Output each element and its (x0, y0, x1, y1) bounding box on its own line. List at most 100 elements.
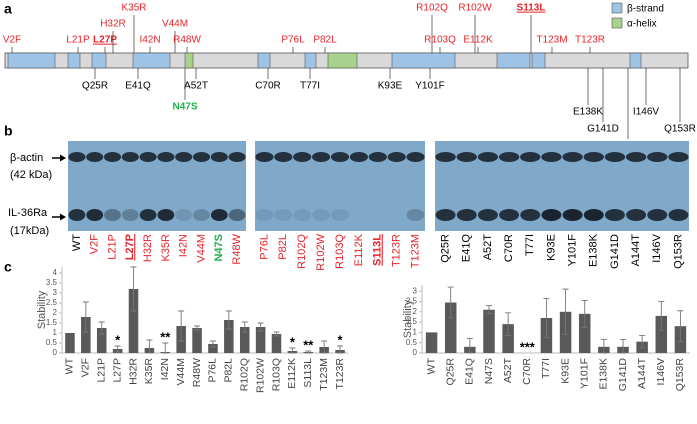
actin-band (312, 152, 331, 162)
lane-label: Y101F (566, 234, 578, 267)
bar (425, 332, 438, 353)
lane-label: R102Q (296, 234, 308, 269)
lane-label: L27P (124, 234, 136, 260)
actin-band (668, 152, 689, 162)
x-tick-label: E112K (286, 358, 298, 389)
bar (578, 313, 591, 353)
mutation-label: T123M (536, 35, 567, 46)
actin-band (406, 152, 425, 162)
lane-label: T123M (409, 234, 421, 268)
il36ra-band (604, 209, 625, 221)
actin-band (228, 152, 246, 162)
error-bar (82, 301, 89, 333)
x-tick-label: V2F (80, 358, 92, 377)
legend-label: α-helix (627, 19, 657, 30)
mutation-label: R102W (458, 3, 492, 14)
y-tick-label: 3 (53, 288, 58, 297)
x-tick-label: P82L (223, 358, 235, 383)
marker-arrowhead (60, 154, 66, 162)
lane-label: Q153R (672, 234, 684, 269)
error-bar (658, 301, 665, 331)
mutation-label: V44M (162, 19, 188, 30)
x-tick-label: A52T (502, 357, 514, 383)
il36ra-band (435, 209, 456, 221)
panel-label: a (4, 1, 12, 17)
blot-marker: IL-36Ra (8, 207, 48, 219)
blot-marker: (42 kDa) (10, 169, 52, 181)
bar (208, 344, 218, 353)
il36ra-band (175, 209, 193, 221)
lane-label: R103Q (334, 234, 346, 269)
actin-band (192, 152, 211, 162)
mutation-label: T123R (575, 35, 605, 46)
strand-segment (496, 52, 531, 69)
x-tick-label: N47S (483, 358, 495, 384)
actin-band (498, 152, 520, 162)
mutation-label: E41Q (125, 81, 151, 92)
error-bar (162, 342, 169, 354)
actin-band (368, 152, 387, 162)
bar (483, 309, 495, 353)
x-tick-label: S113L (302, 358, 314, 388)
y-tick-label: 0.5 (46, 338, 58, 347)
actin-band (520, 152, 541, 162)
lane-label: K93E (545, 234, 557, 261)
lane-label: A52T (482, 234, 494, 261)
il36ra-band (668, 209, 689, 221)
x-tick-label: T123R (334, 358, 346, 390)
blot-marker: β-actin (10, 152, 43, 164)
lane-label: R102W (315, 233, 327, 270)
lane-label: K35R (160, 234, 172, 262)
actin-band (175, 152, 193, 162)
il36ra-band (456, 209, 477, 221)
actin-band (274, 152, 293, 162)
il36ra-band (104, 209, 121, 221)
strand-segment (391, 52, 456, 69)
actin-band (157, 152, 175, 162)
blot-marker: (17kDa) (10, 225, 49, 237)
mutation-label: H32R (100, 19, 126, 30)
strand-segment (7, 52, 56, 69)
significance-label: * (338, 332, 344, 347)
error-bar (581, 300, 588, 328)
bar (81, 317, 91, 353)
x-tick-label: Q153R (674, 358, 686, 392)
bar (96, 328, 107, 353)
actin-band (477, 152, 499, 162)
lane-label: L21P (106, 234, 118, 260)
x-tick-label: A144T (636, 357, 648, 389)
mutation-label: E138K (573, 107, 603, 118)
il36ra-band (274, 209, 293, 221)
x-tick-label: P76L (207, 358, 219, 383)
significance-label: ** (160, 329, 171, 344)
il36ra-band (68, 209, 86, 221)
x-tick-label: C70R (521, 358, 533, 385)
y-tick-label: 0 (413, 348, 418, 357)
error-bar (486, 305, 492, 315)
actin-band (562, 152, 583, 162)
mutation-label: K93E (378, 81, 403, 92)
lane-label: I146V (651, 233, 663, 262)
il36ra-band (477, 209, 498, 221)
strand-segment (257, 52, 271, 69)
x-tick-label: K93E (559, 358, 571, 384)
lane-label: V2F (89, 234, 101, 254)
error-bar (289, 347, 296, 354)
bar (224, 320, 234, 353)
actin-band (86, 152, 104, 162)
error-bar (178, 310, 185, 342)
il36ra-band (293, 209, 312, 221)
x-tick-label: E41Q (464, 358, 476, 385)
il36ra-band (86, 209, 104, 221)
mutation-label: Q153R (664, 124, 696, 135)
il36ra-band (520, 209, 541, 221)
actin-band (435, 152, 456, 162)
actin-band (293, 152, 312, 162)
error-bar (146, 339, 153, 354)
panel-label: b (4, 123, 13, 139)
bar (239, 327, 250, 353)
x-tick-label: L27P (111, 358, 123, 383)
lane-label: N47S (213, 234, 225, 262)
il36ra-band (562, 209, 583, 221)
x-tick-label: T77I (540, 358, 552, 379)
